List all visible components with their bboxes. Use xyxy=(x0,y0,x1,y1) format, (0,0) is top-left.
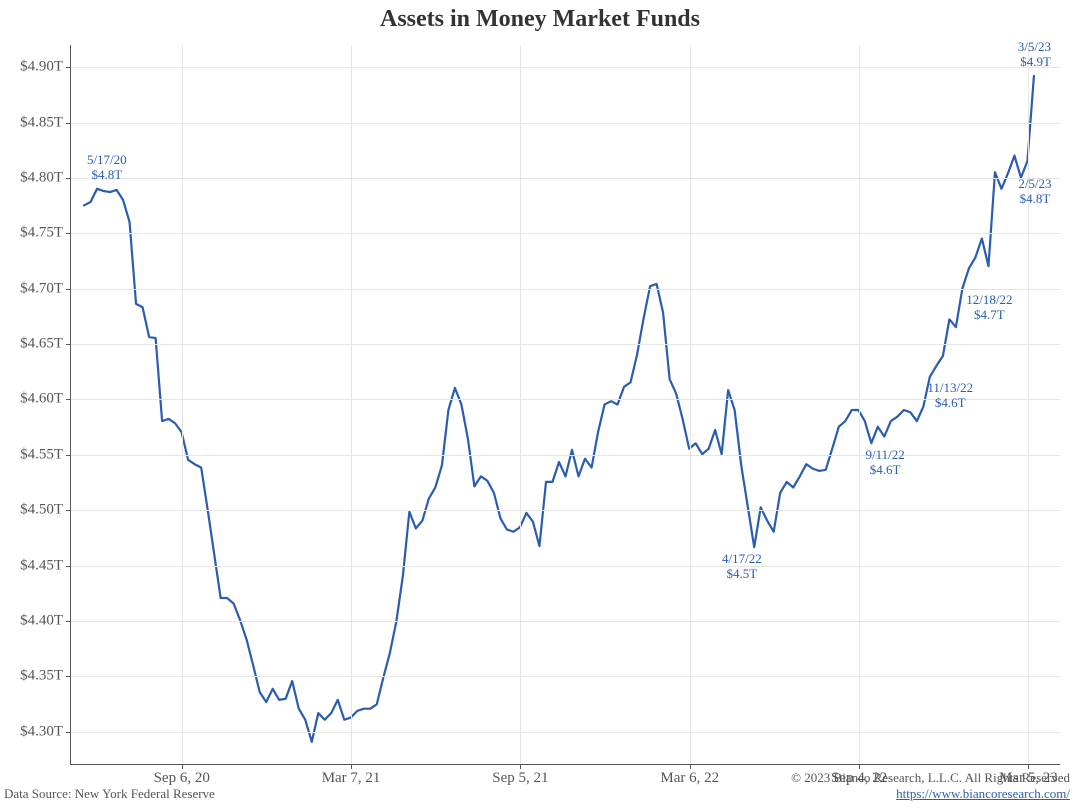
point-annotation: 9/11/22$4.6T xyxy=(866,448,905,478)
chart-container: Assets in Money Market Funds $4.30T$4.35… xyxy=(0,0,1080,810)
gridline-horizontal xyxy=(71,455,1060,456)
point-annotation: 2/5/23$4.8T xyxy=(1018,177,1051,207)
gridline-vertical xyxy=(1028,45,1029,764)
xtick-label: Mar 7, 21 xyxy=(322,764,381,787)
anno-date: 5/17/20 xyxy=(87,152,127,167)
anno-date: 4/17/22 xyxy=(722,551,762,566)
xtick-label: Sep 5, 21 xyxy=(492,764,548,787)
point-annotation: 3/5/23$4.9T xyxy=(1018,40,1051,70)
gridline-horizontal xyxy=(71,123,1060,124)
point-annotation: 11/13/22$4.6T xyxy=(927,381,973,411)
gridline-horizontal xyxy=(71,289,1060,290)
anno-date: 12/18/22 xyxy=(966,292,1012,307)
ytick-label: $4.65T xyxy=(20,336,71,353)
xtick-label: Mar 6, 22 xyxy=(660,764,719,787)
ytick-label: $4.50T xyxy=(20,502,71,519)
anno-value: $4.9T xyxy=(1020,54,1051,69)
point-annotation: 5/17/20$4.8T xyxy=(87,153,127,183)
gridline-vertical xyxy=(690,45,691,764)
gridline-horizontal xyxy=(71,676,1060,677)
anno-value: $4.8T xyxy=(1020,191,1051,206)
ytick-label: $4.90T xyxy=(20,59,71,76)
ytick-label: $4.45T xyxy=(20,557,71,574)
anno-date: 11/13/22 xyxy=(927,380,973,395)
source-link[interactable]: https://www.biancoresearch.com/ xyxy=(896,786,1070,801)
gridline-horizontal xyxy=(71,621,1060,622)
plot-area: $4.30T$4.35T$4.40T$4.45T$4.50T$4.55T$4.6… xyxy=(70,45,1060,765)
attribution: © 2023 Bianco Research, L.L.C. All Right… xyxy=(791,770,1070,803)
ytick-label: $4.70T xyxy=(20,280,71,297)
ytick-label: $4.40T xyxy=(20,613,71,630)
point-annotation: 12/18/22$4.7T xyxy=(966,293,1012,323)
ytick-label: $4.60T xyxy=(20,391,71,408)
ytick-label: $4.85T xyxy=(20,114,71,131)
chart-title: Assets in Money Market Funds xyxy=(0,6,1080,33)
gridline-horizontal xyxy=(71,178,1060,179)
copyright-text: © 2023 Bianco Research, L.L.C. All Right… xyxy=(791,770,1070,785)
anno-value: $4.6T xyxy=(870,462,901,477)
gridline-horizontal xyxy=(71,233,1060,234)
ytick-label: $4.75T xyxy=(20,225,71,242)
anno-date: 2/5/23 xyxy=(1018,176,1051,191)
ytick-label: $4.30T xyxy=(20,723,71,740)
gridline-horizontal xyxy=(71,510,1060,511)
gridline-vertical xyxy=(182,45,183,764)
gridline-vertical xyxy=(859,45,860,764)
anno-date: 9/11/22 xyxy=(866,447,905,462)
gridline-horizontal xyxy=(71,67,1060,68)
point-annotation: 4/17/22$4.5T xyxy=(722,552,762,582)
xtick-label: Sep 6, 20 xyxy=(154,764,210,787)
ytick-label: $4.80T xyxy=(20,169,71,186)
line-series xyxy=(71,45,1060,764)
ytick-label: $4.55T xyxy=(20,446,71,463)
gridline-horizontal xyxy=(71,732,1060,733)
gridline-vertical xyxy=(351,45,352,764)
data-source-label: Data Source: New York Federal Reserve xyxy=(4,786,215,802)
anno-value: $4.6T xyxy=(935,395,966,410)
anno-value: $4.8T xyxy=(91,167,122,182)
gridline-horizontal xyxy=(71,566,1060,567)
gridline-horizontal xyxy=(71,399,1060,400)
anno-date: 3/5/23 xyxy=(1018,39,1051,54)
gridline-horizontal xyxy=(71,344,1060,345)
gridline-vertical xyxy=(520,45,521,764)
ytick-label: $4.35T xyxy=(20,668,71,685)
anno-value: $4.7T xyxy=(974,307,1005,322)
anno-value: $4.5T xyxy=(726,566,757,581)
